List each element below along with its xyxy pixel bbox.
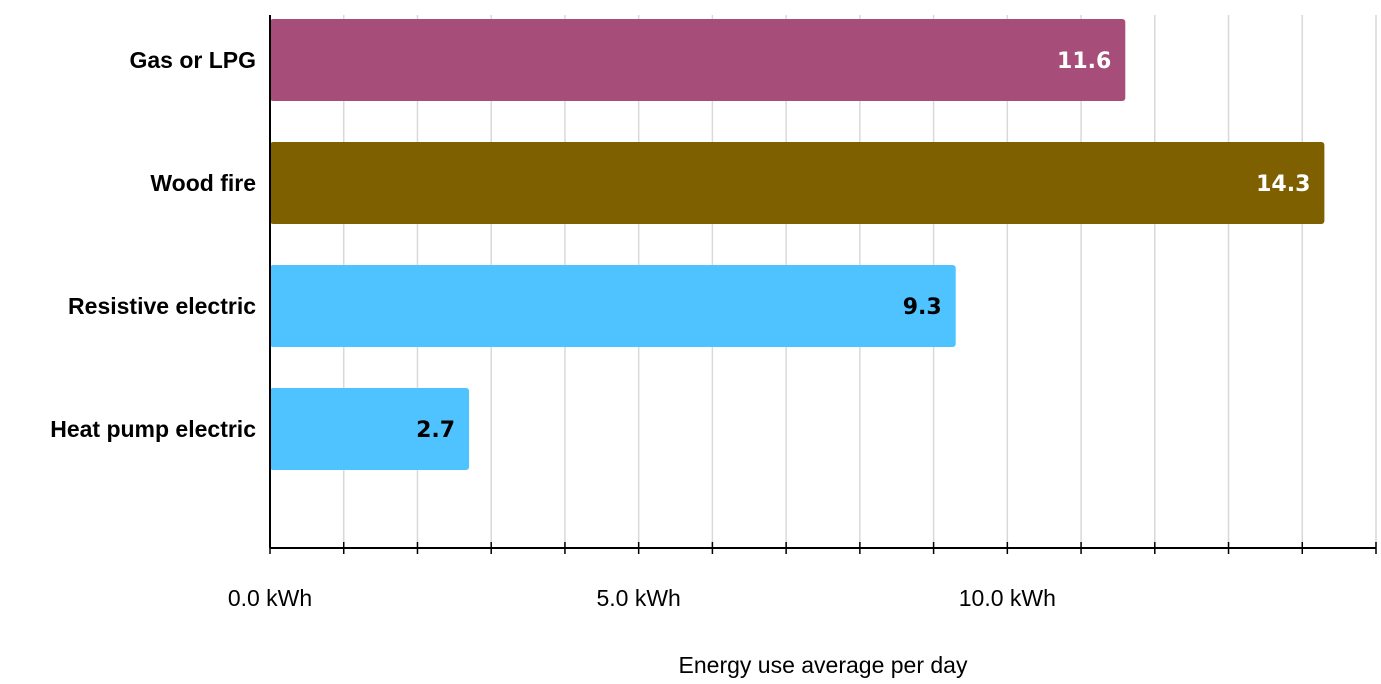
bars	[270, 19, 1325, 470]
bar	[270, 142, 1325, 224]
bar	[270, 265, 956, 347]
bar	[270, 388, 470, 470]
axes	[269, 15, 1376, 549]
data-label: 9.3	[903, 295, 942, 320]
labels: Gas or LPG 11.6 Wood fire 14.3 Resistive ele…	[50, 47, 1310, 611]
x-tick-label: 10.0 kWh	[959, 585, 1056, 611]
data-label: 14.3	[1256, 172, 1310, 197]
x-axis-title: Energy use average per day	[679, 652, 968, 678]
x-tick-label: 5.0 kWh	[596, 585, 680, 611]
category-label: Wood fire	[150, 170, 256, 196]
data-label: 11.6	[1057, 49, 1111, 74]
category-label: Heat pump electric	[50, 416, 256, 442]
data-label: 2.7	[416, 418, 455, 443]
x-tick-label: 0.0 kWh	[228, 585, 312, 611]
category-label: Gas or LPG	[129, 47, 256, 73]
category-label: Resistive electric	[68, 293, 256, 319]
bar	[270, 19, 1126, 101]
